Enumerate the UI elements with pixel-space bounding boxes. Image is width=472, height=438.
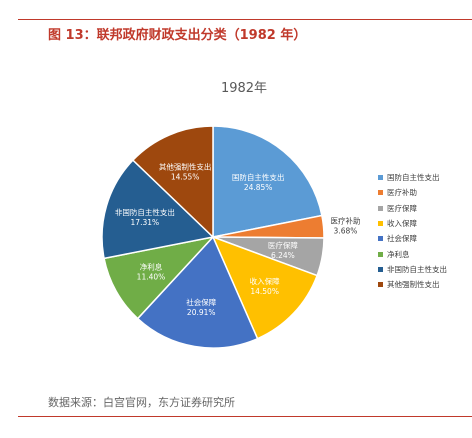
- slice-label-5: 社会保障: [186, 297, 216, 307]
- legend-item-3: 医疗保障: [378, 201, 447, 216]
- slice-value-6: 11.40%: [137, 273, 166, 282]
- legend-swatch: [378, 266, 383, 272]
- legend-swatch: [378, 251, 383, 257]
- slice-value-2: 3.68%: [334, 226, 358, 235]
- slice-label-3: 医疗保障: [268, 240, 298, 250]
- slice-label-4: 收入保障: [250, 276, 280, 286]
- legend-item-7: 非国防自主性支出: [378, 262, 447, 277]
- chart-legend: 国防自主性支出 医疗补助医疗保障收入保障社会保障净利息非国防自主性支出 其他强制性支…: [378, 170, 447, 292]
- slice-value-8: 14.55%: [171, 173, 200, 182]
- legend-label: 净利息: [387, 249, 410, 259]
- slice-value-1: 24.85%: [244, 183, 273, 192]
- slice-value-3: 6.24%: [271, 251, 295, 260]
- slice-value-4: 14.50%: [250, 287, 279, 296]
- pie-slice-1: [212, 125, 323, 238]
- slice-label-1: 国防自主性支出: [232, 172, 285, 182]
- legend-item-8: 其他强制性支出: [378, 277, 447, 292]
- legend-swatch: [378, 282, 383, 288]
- legend-label: 国防自主性支出: [387, 173, 440, 183]
- legend-item-2: 医疗补助: [378, 185, 447, 200]
- legend-item-5: 社会保障: [378, 231, 447, 246]
- source-note: 数据来源：白宫官网，东方证券研究所: [48, 396, 235, 409]
- legend-swatch: [378, 205, 383, 211]
- legend-item-1: 国防自主性支出: [378, 170, 447, 185]
- legend-label: 收入保障: [387, 219, 417, 229]
- legend-item-6: 净利息: [378, 246, 447, 261]
- slice-label-7: 非国防自主性支出: [115, 207, 175, 217]
- legend-label: 非国防自主性支出: [387, 264, 447, 274]
- legend-label: 社会保障: [387, 234, 417, 244]
- legend-label: 医疗保障: [387, 203, 417, 213]
- chart-title: 1982年: [221, 81, 267, 96]
- pie-slice-5: [136, 235, 259, 349]
- pie-slice-7: [101, 159, 215, 260]
- legend-swatch: [378, 190, 383, 196]
- top-rule: [18, 19, 472, 20]
- slice-value-7: 17.31%: [131, 218, 160, 227]
- slice-value-5: 20.91%: [187, 308, 216, 317]
- bottom-rule: [18, 416, 472, 417]
- slice-label-2: 医疗补助: [330, 215, 360, 225]
- legend-label: 其他强制性支出: [387, 280, 440, 290]
- slice-label-6: 净利息: [140, 262, 163, 272]
- pie-slice-8: [131, 125, 214, 239]
- figure-title: 图 13：联邦政府财政支出分类（1982 年）: [48, 28, 307, 43]
- legend-item-4: 收入保障: [378, 216, 447, 231]
- legend-swatch: [378, 236, 383, 242]
- slice-label-8: 其他强制性支出: [159, 162, 212, 172]
- legend-label: 医疗补助: [387, 188, 417, 198]
- legend-swatch: [378, 221, 383, 227]
- pie-slice-4: [211, 235, 319, 340]
- legend-swatch: [378, 175, 383, 181]
